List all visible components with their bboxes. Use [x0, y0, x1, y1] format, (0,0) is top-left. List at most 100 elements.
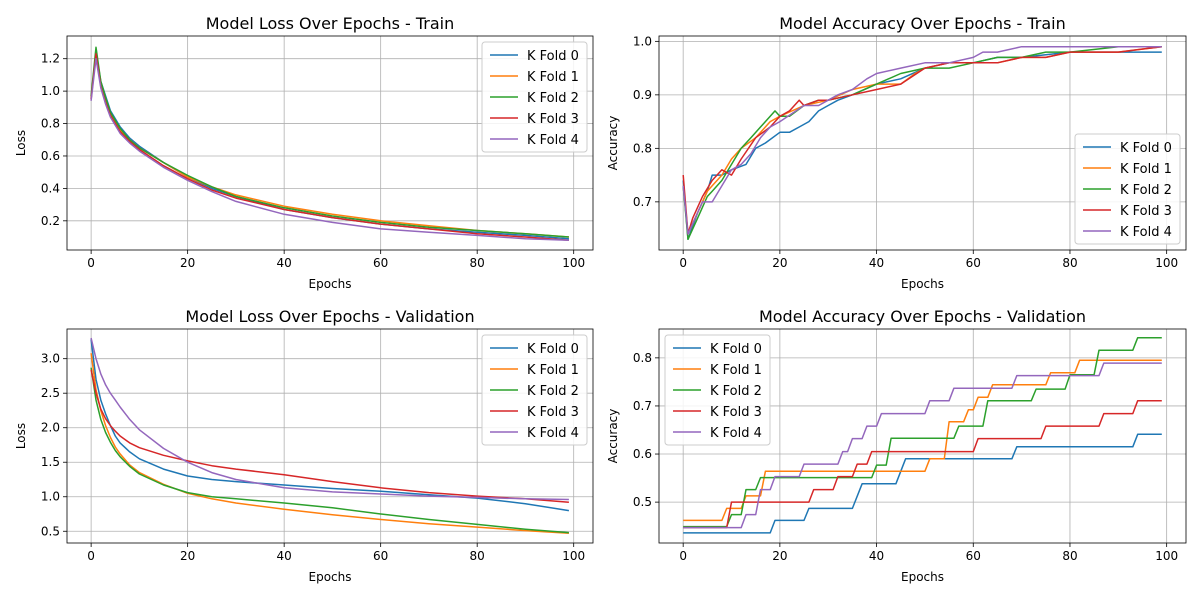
- y-axis-label: Accuracy: [606, 409, 620, 464]
- legend-label: K Fold 1: [527, 70, 579, 85]
- chart-panel-1: 0 20 40 60 80 100 0.7 0.8 0.9 1.0 Model Accuracy O…: [606, 14, 1187, 291]
- series-line-k-fold-4: [683, 362, 1162, 529]
- x-axis-label: Epochs: [901, 277, 944, 291]
- y-tick-label: 0.8: [633, 141, 652, 155]
- legend-label: K Fold 1: [1120, 162, 1172, 177]
- x-tick-label: 80: [1062, 549, 1077, 563]
- legend-label: K Fold 1: [527, 363, 579, 378]
- x-tick-label: 0: [679, 256, 687, 270]
- y-tick-label: 0.2: [41, 214, 60, 228]
- legend: K Fold 0 K Fold 1 K Fold 2 K Fold 3 K Fold 4: [481, 41, 588, 153]
- y-tick-label: 1.5: [41, 455, 60, 469]
- y-tick-label: 0.6: [633, 447, 652, 461]
- y-tick-label: 0.4: [41, 181, 60, 195]
- y-tick-label: 1.2: [41, 52, 60, 66]
- x-tick-label: 20: [180, 549, 195, 563]
- legend-label: K Fold 0: [527, 342, 579, 357]
- series-line-k-fold-2: [683, 336, 1162, 528]
- x-tick-label: 100: [1155, 549, 1178, 563]
- y-axis-label: Loss: [14, 130, 28, 156]
- x-tick-label: 0: [87, 256, 95, 270]
- x-tick-label: 60: [373, 256, 388, 270]
- legend-label: K Fold 3: [527, 112, 579, 127]
- legend: K Fold 0 K Fold 1 K Fold 2 K Fold 3 K Fold 4: [481, 334, 588, 446]
- x-axis-label: Epochs: [309, 570, 352, 584]
- legend-box: [664, 334, 771, 446]
- legend-label: K Fold 0: [1120, 141, 1172, 156]
- chart-panel-3: 0 20 40 60 80 100 0.5 0.6 0.7 0.8 Model Accuracy O…: [606, 307, 1187, 584]
- x-tick-label: 40: [869, 256, 884, 270]
- y-tick-label: 3.0: [41, 352, 60, 366]
- x-tick-label: 20: [772, 256, 787, 270]
- legend-label: K Fold 2: [527, 91, 579, 106]
- legend-label: K Fold 4: [527, 426, 579, 441]
- legend: K Fold 0 K Fold 1 K Fold 2 K Fold 3 K Fold 4: [1074, 133, 1181, 245]
- series-line-k-fold-0: [90, 339, 570, 512]
- y-tick-label: 0.8: [633, 351, 652, 365]
- chart-title: Model Loss Over Epochs - Validation: [185, 307, 474, 326]
- legend-label: K Fold 3: [527, 405, 579, 420]
- axes-frame: [66, 35, 594, 251]
- x-tick-label: 40: [277, 549, 292, 563]
- legend-label: K Fold 2: [527, 384, 579, 399]
- legend-label: K Fold 0: [527, 49, 579, 64]
- x-tick-label: 0: [87, 549, 95, 563]
- y-tick-label: 1.0: [41, 490, 60, 504]
- axes-frame: [658, 328, 1187, 544]
- axes-frame: [66, 328, 594, 544]
- series-line-k-fold-2: [90, 367, 569, 534]
- y-axis-label: Accuracy: [606, 116, 620, 171]
- chart-panel-2: 0 20 40 60 80 100 0.5 1.0 1.5 2.0 2.5 3.0 Model Loss…: [14, 307, 594, 584]
- legend-box: [481, 334, 588, 446]
- y-tick-label: 0.7: [633, 195, 652, 209]
- legend-label: K Fold 4: [710, 426, 762, 441]
- y-tick-label: 0.5: [633, 495, 652, 509]
- y-axis-label: Loss: [14, 423, 28, 449]
- axes-frame: [658, 35, 1187, 251]
- y-tick-label: 2.5: [41, 386, 60, 400]
- legend-label: K Fold 2: [710, 384, 762, 399]
- chart-panel-0: 0 20 40 60 80 100 0.2 0.4 0.6 0.8 1.0 1.2 Model Loss…: [14, 14, 594, 291]
- series-line-k-fold-4: [682, 45, 1162, 235]
- y-tick-label: 0.5: [41, 524, 60, 538]
- x-tick-label: 60: [966, 256, 981, 270]
- x-tick-label: 80: [470, 256, 485, 270]
- x-tick-label: 20: [772, 549, 787, 563]
- y-tick-label: 1.0: [41, 84, 60, 98]
- legend-label: K Fold 3: [1120, 204, 1172, 219]
- x-tick-label: 60: [373, 549, 388, 563]
- y-tick-label: 2.0: [41, 421, 60, 435]
- x-tick-label: 40: [277, 256, 292, 270]
- x-tick-label: 100: [562, 549, 585, 563]
- x-axis-label: Epochs: [309, 277, 352, 291]
- chart-title: Model Accuracy Over Epochs - Validation: [759, 307, 1086, 326]
- legend-label: K Fold 1: [710, 363, 762, 378]
- legend-box: [481, 41, 588, 153]
- legend-label: K Fold 0: [710, 342, 762, 357]
- legend: K Fold 0 K Fold 1 K Fold 2 K Fold 3 K Fold 4: [664, 334, 771, 446]
- legend-label: K Fold 2: [1120, 183, 1172, 198]
- x-tick-label: 100: [1155, 256, 1178, 270]
- y-tick-label: 0.9: [633, 88, 652, 102]
- legend-label: K Fold 4: [1120, 225, 1172, 240]
- x-tick-label: 80: [1062, 256, 1077, 270]
- series-line-k-fold-2: [90, 46, 569, 238]
- series-line-k-fold-0: [683, 433, 1162, 534]
- x-axis-label: Epochs: [901, 570, 944, 584]
- legend-label: K Fold 4: [527, 133, 579, 148]
- x-tick-label: 40: [869, 549, 884, 563]
- series-line-k-fold-3: [90, 369, 569, 504]
- x-tick-label: 80: [470, 549, 485, 563]
- legend-label: K Fold 3: [710, 405, 762, 420]
- series-line-k-fold-4: [90, 337, 569, 501]
- chart-title: Model Accuracy Over Epochs - Train: [779, 14, 1066, 33]
- legend-box: [1074, 133, 1181, 245]
- x-tick-label: 60: [966, 549, 981, 563]
- x-tick-label: 100: [562, 256, 585, 270]
- series-line-k-fold-4: [90, 57, 569, 242]
- y-tick-label: 0.7: [633, 399, 652, 413]
- series-line-k-fold-3: [683, 399, 1162, 529]
- y-tick-label: 1.0: [633, 34, 652, 48]
- y-tick-label: 0.6: [41, 149, 60, 163]
